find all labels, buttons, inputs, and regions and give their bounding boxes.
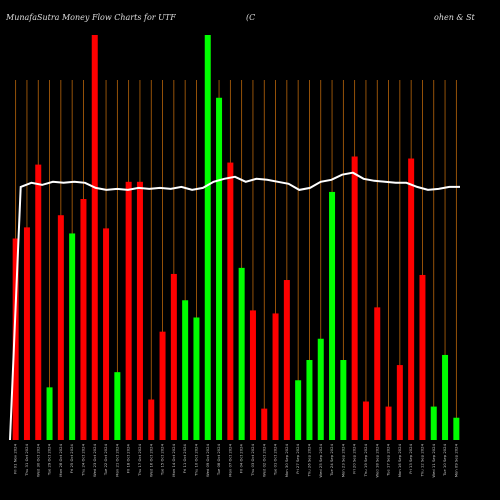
bar bbox=[385, 406, 392, 440]
tick-label: Fri 25 Oct 2024 bbox=[69, 443, 74, 473]
tick-label: Fri 18 Oct 2024 bbox=[126, 443, 131, 473]
bar bbox=[136, 181, 143, 440]
bar bbox=[340, 360, 347, 440]
tick-label: Wed 02 Oct 2024 bbox=[261, 443, 266, 477]
chart-title-mid: (C bbox=[246, 13, 256, 22]
bar bbox=[272, 313, 279, 440]
bar bbox=[148, 399, 155, 440]
tick-label: Tue 08 Oct 2024 bbox=[216, 443, 221, 476]
bar bbox=[35, 164, 42, 440]
bar bbox=[238, 267, 245, 440]
tick-label: Fri 13 Sep 2024 bbox=[408, 443, 413, 473]
tick-label: Tue 01 Oct 2024 bbox=[273, 443, 278, 476]
tick-label: Mon 07 Oct 2024 bbox=[227, 443, 232, 476]
bar bbox=[249, 310, 256, 440]
tick-label: Wed 09 Oct 2024 bbox=[205, 443, 210, 477]
bar bbox=[204, 35, 211, 440]
tick-label: Thu 19 Sep 2024 bbox=[363, 443, 368, 477]
tick-label: Fri 01 Nov 2024 bbox=[13, 443, 18, 474]
bar bbox=[430, 406, 437, 440]
bar bbox=[453, 417, 460, 440]
tick-label: Fri 11 Oct 2024 bbox=[182, 443, 187, 473]
bar bbox=[193, 317, 200, 440]
bar bbox=[283, 280, 290, 440]
tick-label: Wed 11 Sep 2024 bbox=[431, 443, 436, 477]
tick-label: Thu 26 Sep 2024 bbox=[306, 443, 311, 477]
tick-label: Thu 31 Oct 2024 bbox=[24, 443, 29, 476]
bar bbox=[306, 360, 313, 440]
bar bbox=[69, 233, 76, 440]
bar bbox=[23, 227, 30, 440]
tick-label: Wed 23 Oct 2024 bbox=[92, 443, 97, 477]
tick-label: Tue 10 Sep 2024 bbox=[442, 443, 447, 476]
bar bbox=[329, 191, 336, 440]
tick-label: Mon 16 Sep 2024 bbox=[397, 443, 402, 477]
tick-label: Fri 04 Oct 2024 bbox=[239, 443, 244, 473]
tick-label: Thu 03 Oct 2024 bbox=[250, 443, 255, 476]
bar bbox=[442, 354, 449, 440]
tick-label: Thu 12 Sep 2024 bbox=[419, 443, 424, 477]
tick-label: Mon 14 Oct 2024 bbox=[171, 443, 176, 476]
bar bbox=[114, 372, 121, 440]
money-flow-line bbox=[9, 171, 460, 441]
tick-label: Wed 25 Sep 2024 bbox=[318, 443, 323, 477]
bar bbox=[351, 156, 358, 440]
tick-label: Tue 29 Oct 2024 bbox=[47, 443, 52, 476]
chart-title-right: ohen & St bbox=[434, 13, 475, 22]
tick-label: Thu 24 Oct 2024 bbox=[80, 443, 85, 476]
bar bbox=[396, 365, 403, 440]
tick-label: Thu 10 Oct 2024 bbox=[193, 443, 198, 476]
tick-label: Thu 17 Oct 2024 bbox=[137, 443, 142, 476]
bar bbox=[362, 401, 369, 440]
tick-label: Wed 18 Sep 2024 bbox=[374, 443, 379, 477]
bar bbox=[103, 228, 110, 440]
tick-label: Fri 20 Sep 2024 bbox=[352, 443, 357, 473]
tick-label: Wed 30 Oct 2024 bbox=[35, 443, 40, 477]
bar bbox=[182, 300, 189, 440]
bar bbox=[216, 97, 223, 441]
bar bbox=[159, 331, 166, 440]
bar bbox=[317, 338, 324, 440]
bar bbox=[46, 387, 53, 440]
tick-label: Tue 17 Sep 2024 bbox=[386, 443, 391, 476]
bar bbox=[57, 215, 64, 440]
bar bbox=[227, 162, 234, 440]
bar bbox=[419, 274, 426, 440]
bar bbox=[170, 273, 177, 440]
tick-label: Mon 28 Oct 2024 bbox=[58, 443, 63, 476]
bar bbox=[125, 181, 132, 440]
bar bbox=[80, 199, 87, 440]
tick-label: Mon 23 Sep 2024 bbox=[340, 443, 345, 477]
tick-label: Fri 27 Sep 2024 bbox=[295, 443, 300, 473]
bar bbox=[408, 158, 415, 440]
tick-label: Mon 30 Sep 2024 bbox=[284, 443, 289, 477]
tick-label: Tue 15 Oct 2024 bbox=[160, 443, 165, 476]
chart-title: MunafaSutra Money Flow Charts for UTF bbox=[6, 13, 176, 22]
tick-label: Tue 22 Oct 2024 bbox=[103, 443, 108, 476]
bar bbox=[91, 35, 98, 440]
bar bbox=[374, 307, 381, 440]
bars bbox=[12, 35, 460, 441]
bar bbox=[295, 380, 302, 440]
bar bbox=[12, 238, 19, 440]
bar bbox=[261, 408, 268, 440]
tick-label: Mon 21 Oct 2024 bbox=[114, 443, 119, 476]
tick-label: Tue 24 Sep 2024 bbox=[329, 443, 334, 476]
tick-label: Wed 16 Oct 2024 bbox=[148, 443, 153, 477]
tick-label: Mon 09 Sep 2024 bbox=[453, 443, 458, 477]
